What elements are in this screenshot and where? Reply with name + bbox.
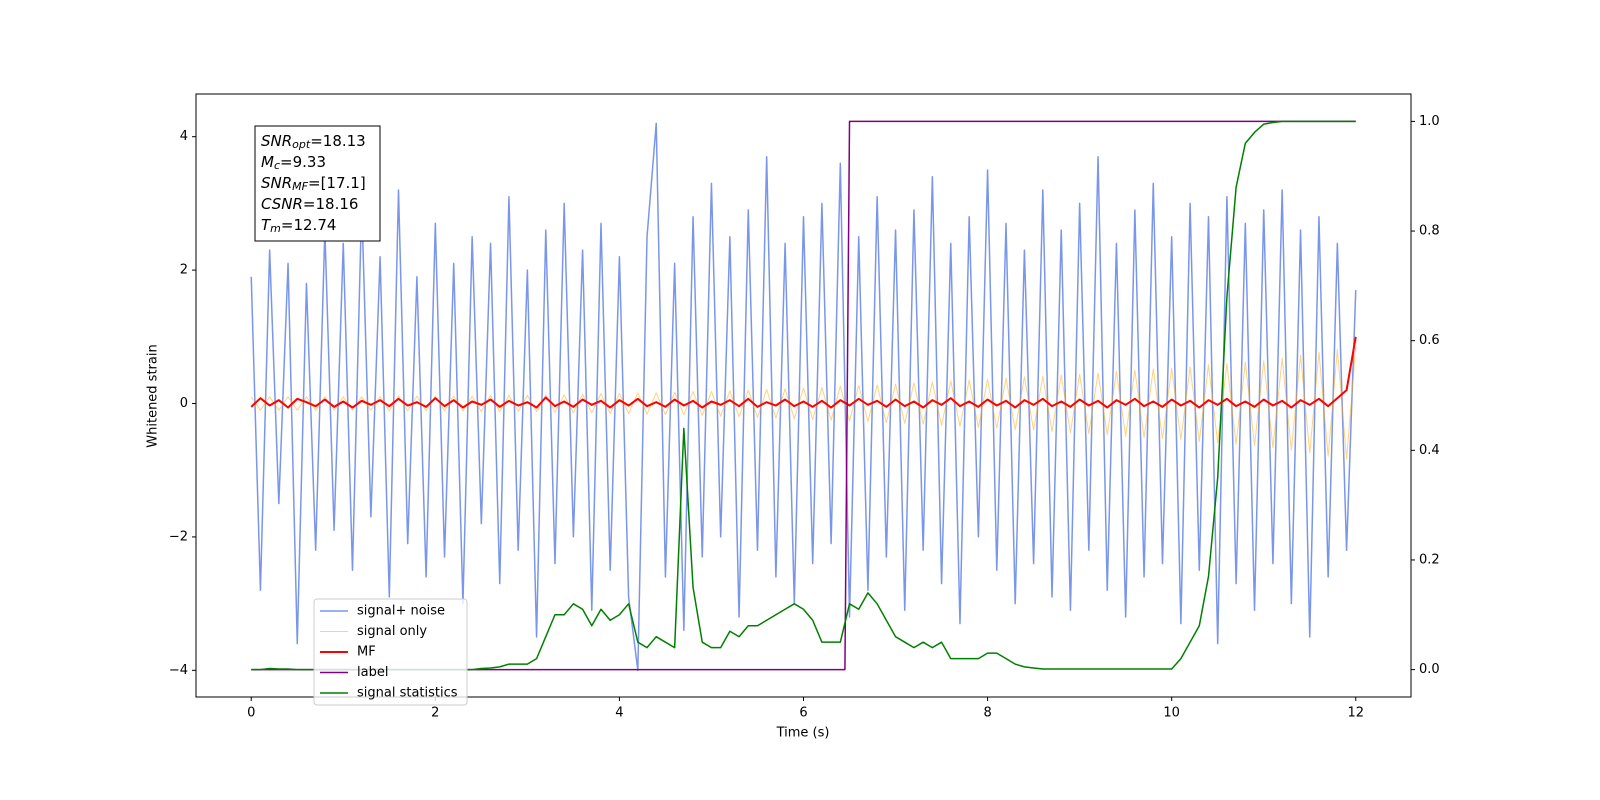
y2-tick-label: 0.4: [1419, 443, 1440, 458]
annotation-line: SNRopt=18.13: [261, 132, 366, 152]
plot-area: [250, 120, 1357, 672]
legend-label: signal only: [357, 624, 427, 639]
annotation-value: =18.13: [310, 132, 366, 150]
annotation-value: =[17.1]: [308, 174, 366, 192]
series-line: [251, 120, 1356, 671]
y-tick-label: 0: [180, 396, 188, 411]
annotation-line: Tm=12.74: [261, 216, 336, 236]
annotation-line: Mc=9.33: [261, 153, 326, 173]
x-tick-label: 4: [615, 706, 623, 721]
annotation-subscript: c: [274, 159, 280, 172]
x-tick-label: 0: [247, 706, 255, 721]
x-axis-label: Time (s): [776, 726, 830, 741]
annotation-line: SNRMF=[17.1]: [261, 174, 366, 194]
legend-box: [313, 598, 468, 706]
series-line: [250, 122, 1357, 672]
annotation-box: [254, 125, 381, 242]
annotation-value: =9.33: [280, 153, 326, 171]
annotation-symbol: SNR: [261, 174, 292, 192]
annotation-symbol: SNR: [261, 132, 292, 150]
y2-tick-label: 0.8: [1419, 224, 1440, 239]
y-axis-label: Whitened strain: [146, 344, 161, 447]
annotation-subscript: opt: [292, 138, 311, 151]
legend-label: MF: [357, 645, 376, 660]
annotation-symbol: M: [261, 153, 274, 171]
x-tick-label: 6: [799, 706, 807, 721]
annotation-line: CSNR=18.16: [261, 195, 358, 213]
annotation-value: =12.74: [281, 216, 337, 234]
annotation-subscript: MF: [292, 180, 308, 193]
series-line: [250, 346, 1357, 460]
y2-tick-label: 0.2: [1419, 552, 1440, 567]
y2-tick-label: 0.0: [1419, 662, 1440, 677]
y-tick-label: 2: [180, 263, 188, 278]
annotation-value: =18.16: [303, 195, 359, 213]
series-line: [250, 336, 1357, 409]
annotation-subscript: m: [270, 222, 281, 235]
legend-label: signal statistics: [357, 686, 458, 701]
x-tick-label: 8: [983, 706, 991, 721]
x-tick-label: 10: [1163, 706, 1180, 721]
y-tick-label: 4: [180, 129, 188, 144]
y2-tick-label: 1.0: [1419, 114, 1440, 129]
y2-tick-label: 0.6: [1419, 333, 1440, 348]
y-tick-label: −4: [169, 663, 188, 678]
annotation-symbol: T: [261, 216, 272, 234]
x-tick-label: 2: [431, 706, 439, 721]
legend-label: signal+ noise: [357, 604, 445, 619]
legend-label: label: [357, 665, 388, 680]
x-tick-label: 12: [1347, 706, 1364, 721]
annotation-symbol: CSNR: [261, 195, 303, 213]
y-tick-label: −2: [169, 529, 188, 544]
